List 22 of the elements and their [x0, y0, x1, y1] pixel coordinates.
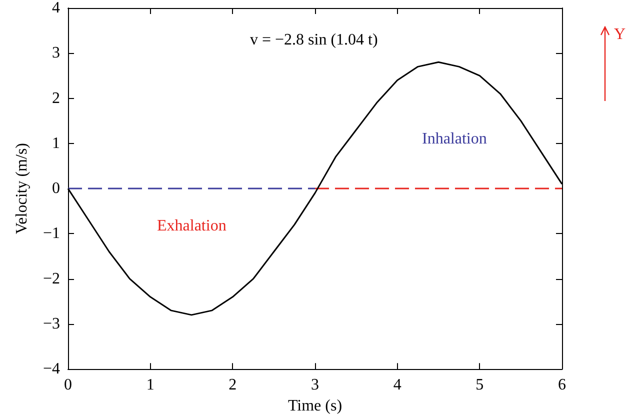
- y-tick-label: 1: [52, 134, 60, 152]
- x-tick-label: 6: [558, 376, 566, 394]
- y-axis-title: Velocity (m/s): [14, 143, 30, 234]
- annotation: Exhalation: [157, 218, 226, 234]
- annotation: Inhalation: [422, 130, 487, 148]
- annotation: v = −2.8 sin (1.04 t): [250, 32, 378, 48]
- x-tick-label: 3: [311, 376, 319, 394]
- y-tick-label: −4: [42, 360, 60, 378]
- x-tick-label: 5: [476, 376, 484, 394]
- text: Y: [614, 26, 626, 44]
- y-tick-label: 0: [52, 180, 60, 198]
- x-tick-label: 0: [64, 376, 72, 394]
- y-tick-label: −2: [42, 270, 60, 288]
- y-tick-label: 2: [52, 90, 60, 107]
- y-tick-label: 4: [52, 0, 60, 16]
- x-tick-label: 4: [393, 376, 402, 394]
- y-tick-label: −3: [42, 315, 60, 332]
- x-axis-title: Time (s): [288, 398, 342, 414]
- x-tick-label: 1: [146, 376, 154, 394]
- y-tick-label: −1: [42, 225, 60, 242]
- x-tick-label: 2: [228, 376, 237, 394]
- y-tick-label: 3: [52, 44, 60, 62]
